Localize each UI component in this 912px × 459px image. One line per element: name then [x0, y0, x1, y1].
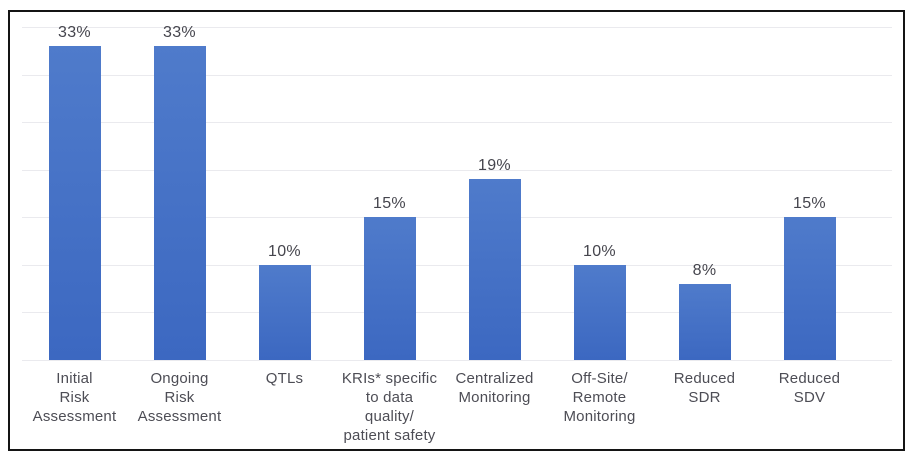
bar	[678, 283, 731, 360]
bar-group: 10%	[232, 27, 337, 360]
category-label: QTLs	[265, 370, 304, 387]
gridline	[22, 122, 892, 124]
bar	[468, 179, 521, 360]
bar-value-label: 10%	[583, 242, 616, 260]
bar	[48, 46, 101, 360]
category-label: Off-Site/ Remote Monitoring	[563, 370, 636, 425]
bar-value-label: 33%	[163, 24, 196, 42]
bar	[783, 217, 836, 360]
bar-value-label: 33%	[58, 24, 91, 42]
category-label: Initial Risk Assessment	[32, 370, 117, 425]
bar	[363, 217, 416, 360]
category-label: Centralized Monitoring	[455, 370, 534, 406]
bar-group: 15%	[337, 27, 442, 360]
bar-group: 10%	[547, 27, 652, 360]
bar-value-label: 15%	[373, 195, 406, 213]
category-labels-row: Initial Risk Assessment Ongoing Risk Asse…	[22, 369, 862, 445]
bar-group: 19%	[442, 27, 547, 360]
bar-group: 33%	[127, 24, 232, 360]
bar	[258, 264, 311, 360]
gridline	[22, 27, 892, 28]
chart-frame: 33% 33% 10% 15% 19% 10% 8% 15% Initial Risk Ass…	[8, 10, 905, 451]
category-label: Reduced SDR	[673, 370, 736, 406]
category-label: Ongoing Risk Assessment	[137, 370, 222, 425]
bar-value-label: 8%	[692, 261, 717, 279]
bar	[153, 46, 206, 360]
gridline	[22, 264, 892, 266]
gridline	[22, 217, 892, 219]
bar-value-label: 19%	[478, 157, 511, 175]
bar-value-label: 10%	[268, 242, 301, 260]
bar-group: 33%	[22, 24, 127, 360]
gridline	[22, 360, 892, 361]
bar-group: 15%	[757, 27, 862, 360]
category-label: KRIs* specific to data quality/ patient …	[341, 370, 438, 444]
bar	[573, 264, 626, 360]
bar-group: 8%	[652, 27, 757, 360]
gridline	[22, 312, 892, 314]
gridlines	[22, 27, 892, 361]
category-label: Reduced SDV	[778, 370, 841, 406]
gridline	[22, 74, 892, 76]
bar-value-label: 15%	[793, 195, 826, 213]
gridline	[22, 169, 892, 171]
bars-row: 33% 33% 10% 15% 19% 10% 8% 15%	[22, 24, 862, 360]
